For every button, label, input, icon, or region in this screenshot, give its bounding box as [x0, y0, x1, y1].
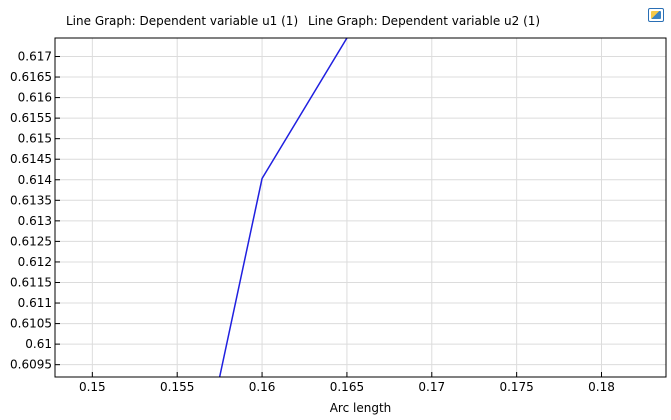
x-axis-title: Arc length	[330, 401, 392, 415]
y-tick-label: 0.613	[18, 214, 52, 228]
x-tick-label: 0.16	[249, 380, 276, 394]
y-tick-label: 0.6145	[10, 152, 52, 166]
y-tick-label: 0.6155	[10, 111, 52, 125]
y-tick-label: 0.6135	[10, 193, 52, 207]
y-tick-label: 0.6125	[10, 234, 52, 248]
y-tick-label: 0.614	[18, 173, 52, 187]
y-tick-label: 0.61	[25, 337, 52, 351]
x-tick-label: 0.165	[330, 380, 364, 394]
y-tick-label: 0.612	[18, 255, 52, 269]
y-tick-label: 0.616	[18, 91, 52, 105]
y-tick-label: 0.615	[18, 132, 52, 146]
chart-title: Line Graph: Dependent variable u1 (1) Li…	[66, 14, 540, 28]
series-layer	[218, 38, 348, 377]
grid-lines	[55, 38, 666, 377]
x-tick-label: 0.18	[588, 380, 615, 394]
y-tick-label: 0.6105	[10, 317, 52, 331]
x-tick-label: 0.155	[160, 380, 194, 394]
y-tick-label: 0.611	[18, 296, 52, 310]
legend-title-u1: Line Graph: Dependent variable u1 (1)	[66, 14, 299, 28]
legend-title-u2: Line Graph: Dependent variable u2 (1)	[307, 14, 541, 28]
x-axis: 0.15 0.155 0.16 0.165 0.17 0.175 0.18	[79, 372, 615, 394]
y-tick-label: 0.6115	[10, 275, 52, 289]
image-export-icon[interactable]	[648, 8, 664, 22]
y-axis: 0.6095 0.61 0.6105 0.611 0.6115 0.612 0.6125 0.…	[10, 49, 60, 372]
x-tick-label: 0.175	[499, 380, 533, 394]
x-tick-label: 0.15	[79, 380, 106, 394]
series-line	[218, 38, 348, 377]
plot-frame	[54, 37, 667, 378]
y-tick-label: 0.617	[18, 49, 52, 63]
x-tick-label: 0.17	[418, 380, 445, 394]
y-tick-label: 0.6165	[10, 70, 52, 84]
y-tick-label: 0.6095	[10, 358, 52, 372]
